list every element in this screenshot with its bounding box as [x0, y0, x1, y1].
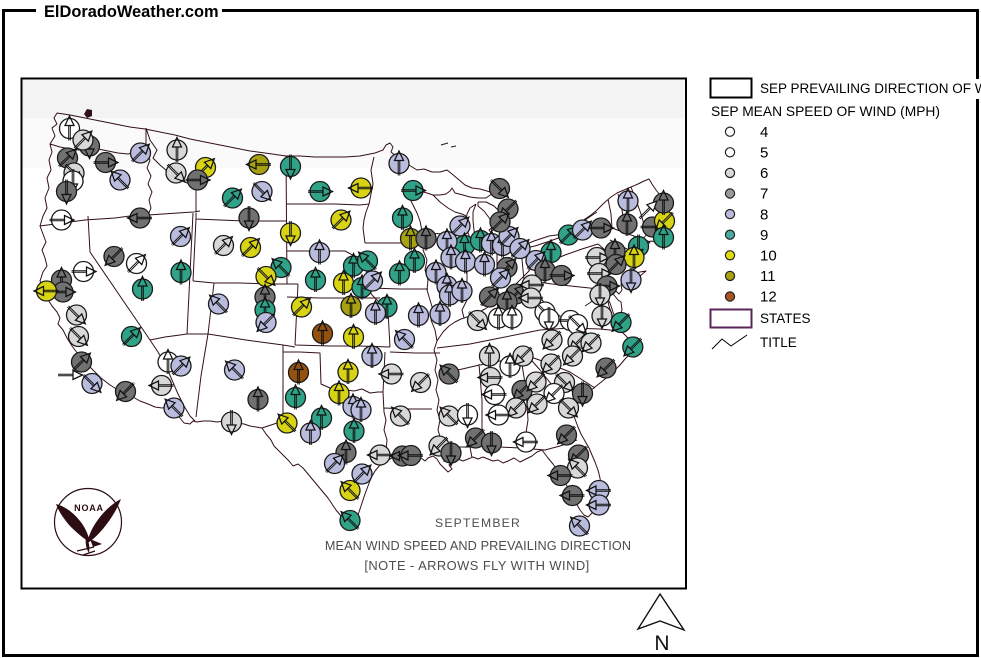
svg-text:6: 6: [760, 165, 768, 182]
svg-text:9: 9: [760, 227, 768, 244]
svg-text:ElDoradoWeather.com: ElDoradoWeather.com: [44, 3, 219, 21]
svg-text:11: 11: [760, 268, 776, 285]
svg-text:SEP MEAN SPEED OF WIND (MPH): SEP MEAN SPEED OF WIND (MPH): [711, 104, 940, 119]
svg-text:12: 12: [760, 289, 777, 306]
svg-text:7: 7: [760, 186, 768, 203]
svg-text:[NOTE - ARROWS FLY WITH WIND]: [NOTE - ARROWS FLY WITH WIND]: [364, 558, 589, 573]
svg-text:TITLE: TITLE: [760, 335, 797, 350]
svg-text:5: 5: [760, 145, 768, 162]
svg-text:STATES: STATES: [760, 311, 811, 326]
svg-text:N: N: [654, 632, 669, 655]
svg-text:SEPTEMBER: SEPTEMBER: [435, 516, 521, 530]
svg-text:NOAA: NOAA: [74, 503, 104, 513]
svg-text:SEP PREVAILING DIRECTION OF W: SEP PREVAILING DIRECTION OF W: [760, 81, 981, 96]
svg-text:MEAN WIND SPEED AND PREVAILING: MEAN WIND SPEED AND PREVAILING DIRECTION: [325, 539, 631, 553]
svg-text:4: 4: [760, 124, 768, 141]
svg-text:10: 10: [760, 248, 777, 265]
svg-text:8: 8: [760, 206, 768, 223]
